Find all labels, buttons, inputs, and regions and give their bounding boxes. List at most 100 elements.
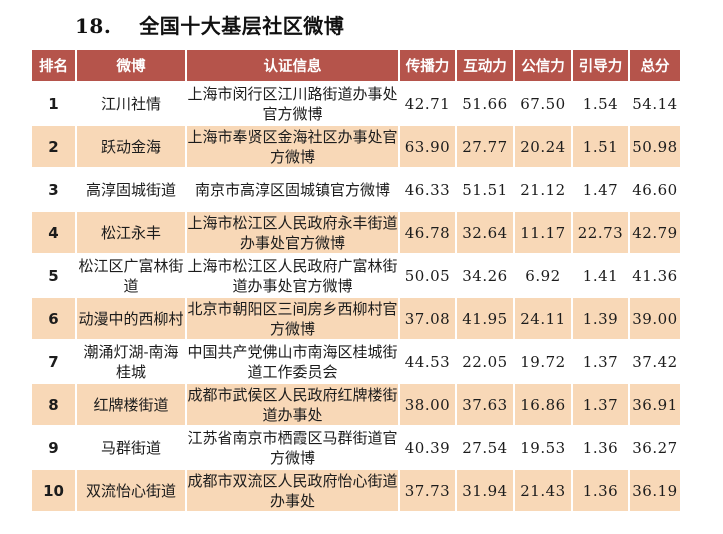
spread-cell: 63.90: [398, 124, 457, 169]
rank-cell: 4: [30, 210, 77, 255]
weibo-name-cell: 潮涌灯湖-南海桂城: [75, 339, 187, 384]
cert-info-cell: 北京市朝阳区三间房乡西柳村官方微博: [185, 296, 400, 341]
guidance-cell: 1.39: [571, 296, 630, 341]
weibo-name-cell: 高淳固城街道: [75, 167, 187, 212]
rank-cell: 10: [30, 468, 77, 513]
table-row: 3 高淳固城街道 南京市高淳区固城镇官方微博 46.33 51.51 21.12…: [30, 167, 682, 212]
weibo-name-cell: 红牌楼街道: [75, 382, 187, 427]
interact-cell: 32.64: [455, 210, 515, 255]
rank-cell: 1: [30, 81, 77, 126]
rank-cell: 6: [30, 296, 77, 341]
header-credibility: 公信力: [513, 48, 573, 83]
cert-info-cell: 南京市高淳区固城镇官方微博: [185, 167, 400, 212]
spread-cell: 42.71: [398, 81, 457, 126]
weibo-name-cell: 跃动金海: [75, 124, 187, 169]
rank-cell: 2: [30, 124, 77, 169]
guidance-cell: 1.36: [571, 425, 630, 470]
total-cell: 50.98: [628, 124, 682, 169]
table-row: 7 潮涌灯湖-南海桂城 中国共产党佛山市南海区桂城街道工作委员会 44.53 2…: [30, 339, 682, 384]
total-cell: 42.79: [628, 210, 682, 255]
total-cell: 36.27: [628, 425, 682, 470]
credibility-cell: 24.11: [513, 296, 573, 341]
total-cell: 36.19: [628, 468, 682, 513]
interact-cell: 22.05: [455, 339, 515, 384]
spread-cell: 46.33: [398, 167, 457, 212]
guidance-cell: 1.36: [571, 468, 630, 513]
cert-info-cell: 上海市闵行区江川路街道办事处官方微博: [185, 81, 400, 126]
spread-cell: 38.00: [398, 382, 457, 427]
title-number: 18.: [75, 14, 112, 38]
total-cell: 37.42: [628, 339, 682, 384]
weibo-name-cell: 马群街道: [75, 425, 187, 470]
table-row: 9 马群街道 江苏省南京市栖霞区马群街道官方微博 40.39 27.54 19.…: [30, 425, 682, 470]
page-title: 18. 全国十大基层社区微博: [0, 0, 723, 39]
credibility-cell: 19.53: [513, 425, 573, 470]
header-cert-info: 认证信息: [185, 48, 400, 83]
cert-info-cell: 上海市松江区人民政府广富林街道办事处官方微博: [185, 253, 400, 298]
header-rank: 排名: [30, 48, 77, 83]
rank-cell: 3: [30, 167, 77, 212]
guidance-cell: 1.37: [571, 339, 630, 384]
rank-cell: 9: [30, 425, 77, 470]
interact-cell: 51.51: [455, 167, 515, 212]
spread-cell: 44.53: [398, 339, 457, 384]
spread-cell: 50.05: [398, 253, 457, 298]
cert-info-cell: 上海市松江区人民政府永丰街道办事处官方微博: [185, 210, 400, 255]
table-row: 4 松江永丰 上海市松江区人民政府永丰街道办事处官方微博 46.78 32.64…: [30, 210, 682, 255]
ranking-table: 排名 微博 认证信息 传播力 互动力 公信力 引导力 总分 1 江川社情 上海市…: [30, 48, 682, 513]
cert-info-cell: 上海市奉贤区金海社区办事处官方微博: [185, 124, 400, 169]
cert-info-cell: 江苏省南京市栖霞区马群街道官方微博: [185, 425, 400, 470]
table-row: 5 松江区广富林街道 上海市松江区人民政府广富林街道办事处官方微博 50.05 …: [30, 253, 682, 298]
header-spread: 传播力: [398, 48, 457, 83]
guidance-cell: 1.54: [571, 81, 630, 126]
spread-cell: 37.08: [398, 296, 457, 341]
guidance-cell: 1.47: [571, 167, 630, 212]
guidance-cell: 1.37: [571, 382, 630, 427]
interact-cell: 41.95: [455, 296, 515, 341]
cert-info-cell: 中国共产党佛山市南海区桂城街道工作委员会: [185, 339, 400, 384]
table-row: 2 跃动金海 上海市奉贤区金海社区办事处官方微博 63.90 27.77 20.…: [30, 124, 682, 169]
guidance-cell: 22.73: [571, 210, 630, 255]
credibility-cell: 11.17: [513, 210, 573, 255]
weibo-name-cell: 松江区广富林街道: [75, 253, 187, 298]
interact-cell: 34.26: [455, 253, 515, 298]
interact-cell: 31.94: [455, 468, 515, 513]
table-row: 8 红牌楼街道 成都市武侯区人民政府红牌楼街道办事处 38.00 37.63 1…: [30, 382, 682, 427]
spread-cell: 37.73: [398, 468, 457, 513]
total-cell: 41.36: [628, 253, 682, 298]
rank-cell: 7: [30, 339, 77, 384]
weibo-name-cell: 动漫中的西柳村: [75, 296, 187, 341]
credibility-cell: 20.24: [513, 124, 573, 169]
total-cell: 54.14: [628, 81, 682, 126]
credibility-cell: 6.92: [513, 253, 573, 298]
guidance-cell: 1.41: [571, 253, 630, 298]
title-text: 全国十大基层社区微博: [139, 14, 345, 38]
rank-cell: 5: [30, 253, 77, 298]
credibility-cell: 16.86: [513, 382, 573, 427]
table-header: 排名 微博 认证信息 传播力 互动力 公信力 引导力 总分: [30, 48, 682, 83]
credibility-cell: 67.50: [513, 81, 573, 126]
cert-info-cell: 成都市双流区人民政府怡心街道办事处: [185, 468, 400, 513]
credibility-cell: 21.12: [513, 167, 573, 212]
interact-cell: 27.77: [455, 124, 515, 169]
weibo-name-cell: 双流怡心街道: [75, 468, 187, 513]
header-interact: 互动力: [455, 48, 515, 83]
credibility-cell: 19.72: [513, 339, 573, 384]
table-body: 1 江川社情 上海市闵行区江川路街道办事处官方微博 42.71 51.66 67…: [30, 81, 682, 513]
interact-cell: 27.54: [455, 425, 515, 470]
total-cell: 39.00: [628, 296, 682, 341]
guidance-cell: 1.51: [571, 124, 630, 169]
total-cell: 36.91: [628, 382, 682, 427]
credibility-cell: 21.43: [513, 468, 573, 513]
table-row: 6 动漫中的西柳村 北京市朝阳区三间房乡西柳村官方微博 37.08 41.95 …: [30, 296, 682, 341]
interact-cell: 51.66: [455, 81, 515, 126]
spread-cell: 46.78: [398, 210, 457, 255]
interact-cell: 37.63: [455, 382, 515, 427]
weibo-name-cell: 江川社情: [75, 81, 187, 126]
header-total: 总分: [628, 48, 682, 83]
cert-info-cell: 成都市武侯区人民政府红牌楼街道办事处: [185, 382, 400, 427]
rank-cell: 8: [30, 382, 77, 427]
weibo-name-cell: 松江永丰: [75, 210, 187, 255]
total-cell: 46.60: [628, 167, 682, 212]
